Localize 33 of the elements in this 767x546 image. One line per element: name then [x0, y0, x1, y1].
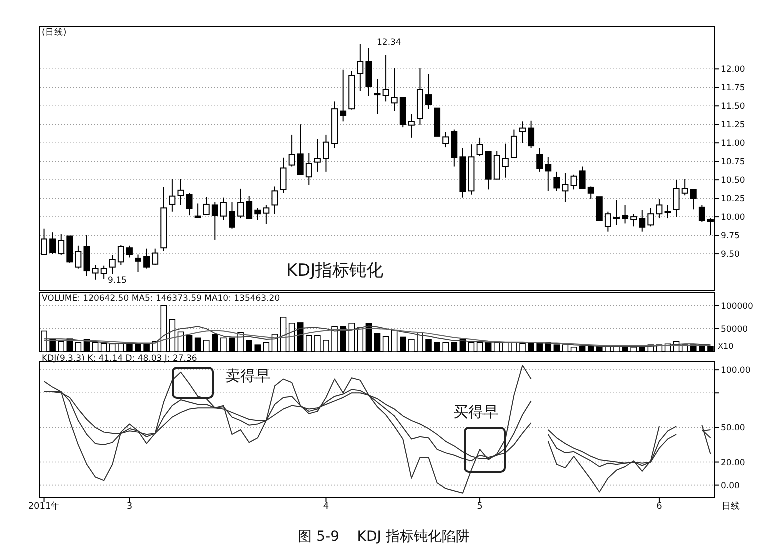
y-tick-label: 50000: [721, 324, 748, 335]
annotation: 买得早: [454, 403, 498, 421]
y-tick-label: 10.25: [721, 194, 746, 205]
y-tick-label: 9.75: [721, 232, 740, 242]
y-tick-label: 10.00: [721, 213, 746, 224]
x-tick-label: 3: [126, 502, 133, 512]
x-tick-label: 5: [477, 502, 483, 512]
y-tick-label: 100.00: [721, 366, 751, 376]
x-tick-label: 4: [323, 502, 330, 512]
caption: 图 5-9 KDJ 指标钝化陷阱: [298, 529, 470, 545]
annotation: 12.34: [377, 38, 402, 48]
x-tick-label: 6: [656, 502, 663, 512]
y-tick-label: 11.25: [721, 120, 746, 131]
y-tick-label: 12.00: [721, 65, 746, 76]
annotation: KDJ指标钝化: [286, 261, 384, 281]
chart-title: KDJ(9,3,3) K: 41.14 D: 48.03 J: 27.36: [42, 354, 198, 364]
y-tick-label: 20.00: [721, 458, 746, 468]
y-tick-label: 10.50: [721, 176, 746, 186]
y-tick-label: 9.50: [721, 250, 740, 260]
chart-title: VOLUME: 120642.50 MA5: 146373.59 MA10: 135463.20: [42, 294, 280, 304]
y-tick-label: 0.00: [721, 481, 740, 492]
y-tick-label: 11.00: [721, 139, 746, 150]
y-tick-label: 10.75: [721, 158, 746, 168]
x-tick-label: 2011年: [28, 501, 60, 512]
y-tick-label: 11.50: [721, 102, 746, 112]
y-tick-label: 11.75: [721, 84, 746, 94]
chart-title: (日线): [42, 27, 67, 38]
y-tick-label: 50.00: [721, 424, 746, 434]
annotation: 卖得早: [226, 367, 270, 385]
annotation: 9.15: [108, 276, 127, 286]
text: X10: [718, 342, 734, 351]
y-tick-label: 100000: [721, 302, 754, 312]
text: 日线: [722, 501, 740, 512]
